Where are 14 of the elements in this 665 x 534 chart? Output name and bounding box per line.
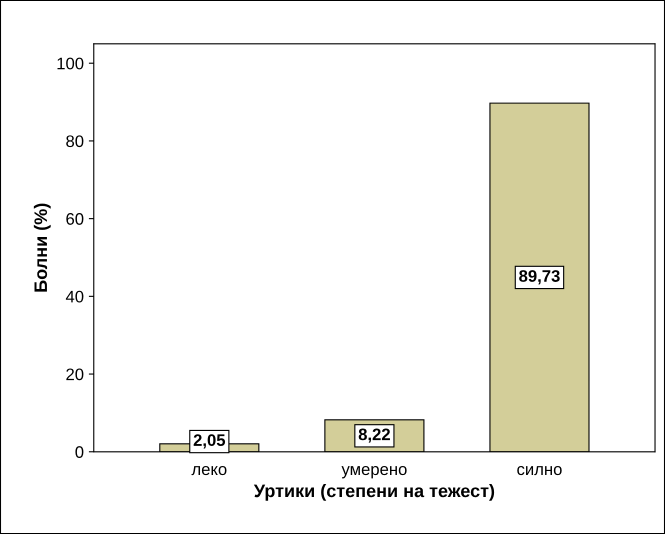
data-label: 89,73 [519, 270, 560, 284]
data-label: 8,22 [358, 428, 390, 443]
x-axis-title: Уртики (степени на тежест) [254, 484, 494, 501]
y-tick-label: 0 [75, 446, 84, 458]
x-tick-label: умерено [341, 466, 407, 478]
y-tick-label: 80 [66, 135, 84, 148]
x-tick-label: силно [517, 466, 562, 476]
y-tick-label: 40 [66, 290, 84, 303]
data-label: 2,05 [194, 434, 226, 448]
y-axis-title: Болни (%) [34, 204, 51, 292]
x-tick-label: леко [192, 466, 226, 476]
y-tick-label: 20 [66, 368, 84, 380]
y-tick-label: 100 [58, 58, 84, 70]
y-tick-label: 60 [66, 213, 84, 225]
